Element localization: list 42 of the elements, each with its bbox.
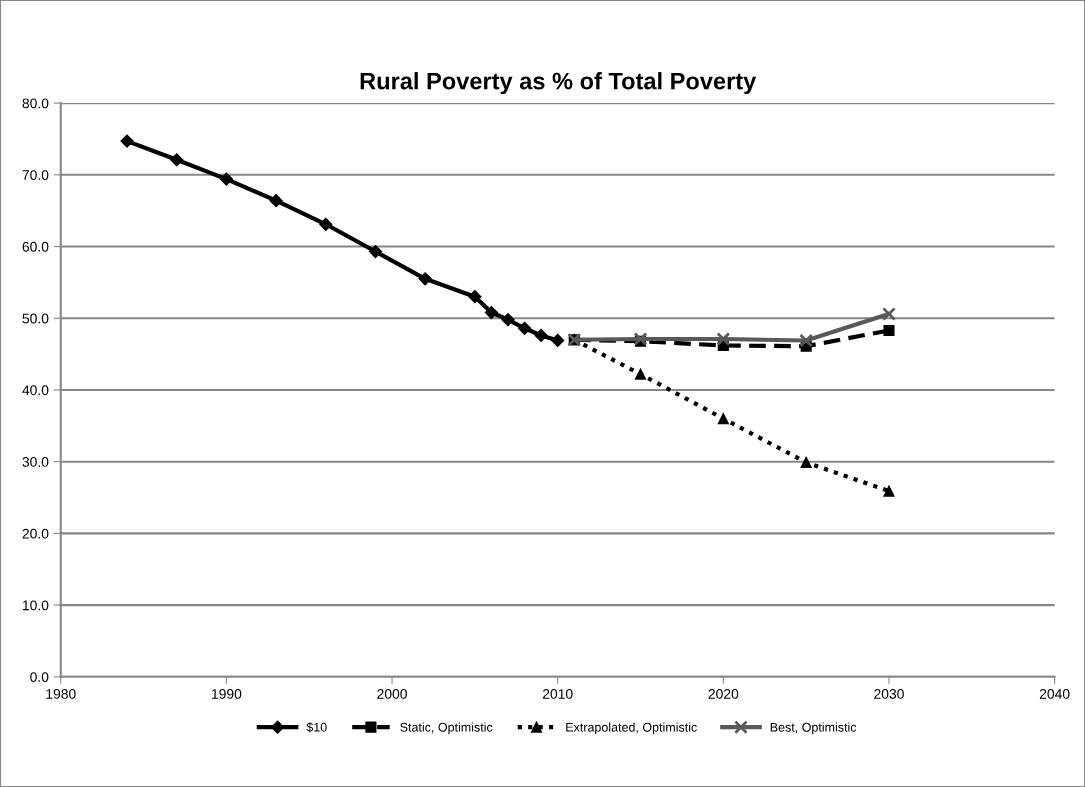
x-tick-label: 2020 [708, 688, 739, 699]
point [634, 368, 647, 380]
legend-label: Static, Optimistic [400, 722, 493, 735]
y-tick-label: 30.0 [22, 457, 49, 467]
point [717, 413, 729, 425]
point [799, 333, 814, 348]
point [368, 244, 383, 259]
chart-title: Rural Poverty as % of Total Poverty [360, 72, 757, 95]
legend-label: Extrapolated, Optimistic [566, 722, 697, 735]
y-tick-label: 40.0 [22, 385, 49, 396]
point [319, 217, 333, 231]
point [219, 172, 233, 186]
point [716, 332, 731, 346]
x-tick-label: 1980 [46, 688, 76, 699]
point [484, 305, 499, 320]
y-tick-label: 10.0 [22, 600, 49, 611]
point [120, 134, 134, 148]
legend-label: $10 [306, 722, 327, 733]
x-tick-label: 2030 [874, 688, 904, 699]
point [551, 333, 565, 348]
point [800, 456, 812, 468]
y-tick-label: 50.0 [22, 313, 49, 324]
y-tick-label: 80.0 [22, 98, 49, 109]
point [882, 306, 896, 321]
y-tick-label: 20.0 [22, 528, 49, 539]
x-tick-label: 2040 [1039, 688, 1070, 699]
x-tick-label: 2000 [377, 688, 407, 699]
x-tick-label: 2010 [542, 688, 573, 699]
x-tick-label: 1990 [212, 688, 242, 699]
y-tick-label: 70.0 [22, 170, 49, 180]
point [883, 485, 895, 497]
legend-label: Best, Optimistic [770, 722, 857, 735]
point [418, 272, 432, 286]
point [501, 313, 515, 327]
point [517, 321, 532, 335]
point [269, 194, 283, 208]
point [534, 328, 548, 343]
y-tick-label: 60.0 [22, 241, 49, 252]
point [170, 153, 184, 167]
point [468, 290, 482, 304]
y-tick-label: 0.0 [30, 672, 49, 682]
point [883, 324, 895, 336]
